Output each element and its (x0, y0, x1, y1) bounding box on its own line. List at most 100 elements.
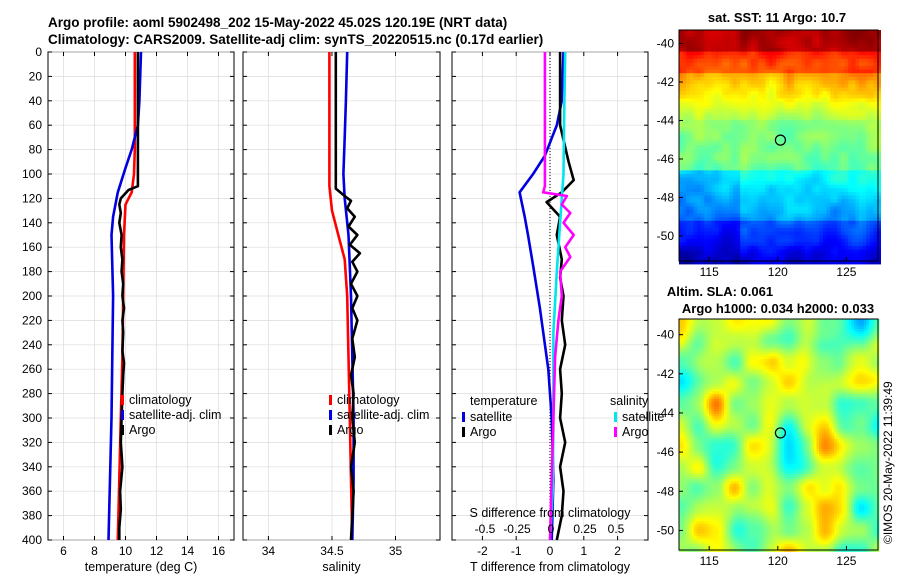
sla-map-pixel (861, 336, 865, 340)
sst-map-pixel (862, 184, 867, 189)
sst-map-pixel (743, 51, 748, 56)
sst-map-pixel (725, 116, 730, 121)
sst-map-pixel (700, 156, 705, 160)
sst-map-pixel (787, 30, 791, 34)
sst-map-pixel (787, 84, 791, 88)
sst-map-pixel (733, 199, 737, 204)
sst-map-pixel (733, 62, 737, 67)
sst-map-pixel (754, 192, 759, 196)
sla-map-pixel (789, 331, 792, 335)
sst-map-pixel (794, 217, 799, 222)
sst-map-pixel (765, 141, 770, 146)
sst-map-pixel (815, 199, 820, 204)
sst-map-pixel (707, 202, 712, 207)
sla-map-pixel (729, 334, 732, 337)
sst-map-pixel (859, 48, 863, 52)
sst-map-pixel (689, 102, 694, 106)
sst-map-pixel (765, 249, 770, 254)
sla-map-pixel (829, 324, 832, 327)
sst-map-pixel (877, 134, 881, 139)
sla-map-pixel (854, 321, 857, 325)
sla-map-pixel (741, 331, 745, 335)
sst-map-pixel (769, 105, 773, 110)
sst-map-pixel (819, 145, 824, 150)
sst-map-pixel (873, 213, 878, 218)
sst-map-pixel (689, 249, 694, 254)
sla-map-pixel (851, 334, 855, 337)
sst-map-pixel (794, 148, 799, 153)
sst-map-pixel (873, 37, 878, 42)
sst-map-pixel (747, 260, 752, 265)
sst-map-pixel (769, 30, 773, 34)
sst-map-pixel (823, 44, 827, 49)
sst-map-pixel (715, 37, 719, 42)
sst-map-pixel (866, 228, 871, 232)
sla-map-pixel (746, 326, 750, 330)
sst-map-pixel (797, 73, 802, 78)
sst-map-pixel (776, 192, 781, 196)
sst-map-pixel (815, 84, 820, 88)
sst-map-pixel (873, 148, 878, 153)
sst-map-pixel (801, 120, 806, 124)
sla-map-pixel (814, 344, 817, 347)
sst-map-pixel (823, 213, 827, 218)
sst-map-pixel (862, 220, 867, 225)
sst-map-pixel (679, 109, 683, 114)
sst-map-pixel (779, 33, 784, 38)
sst-map-pixel (823, 51, 827, 56)
sla-map-pixel (821, 349, 825, 352)
sla-map-pixel (829, 339, 832, 342)
salinity-difference-tick-label: -0.5 (475, 522, 496, 536)
sst-map-pixel (758, 37, 763, 42)
sst-map-pixel (815, 91, 820, 96)
sla-map-pixel (831, 326, 835, 330)
sst-map-pixel (797, 163, 802, 168)
sla-map-pixel (711, 339, 715, 342)
sst-map-pixel (758, 123, 763, 128)
sst-map-pixel (693, 224, 698, 229)
sst-map-pixel (837, 84, 842, 88)
sst-map-pixel (844, 231, 849, 236)
sst-map-pixel (679, 98, 683, 103)
sst-map-pixel (729, 260, 734, 265)
sla-map-title-line1: Altim. SLA: 0.061 (667, 284, 773, 299)
sst-map-pixel (700, 242, 705, 247)
sst-map-pixel (679, 213, 683, 218)
sla-map-pixel (726, 329, 730, 332)
sst-map-pixel (823, 112, 827, 117)
sst-map-pixel (787, 62, 791, 67)
sst-map-pixel (769, 69, 773, 74)
sla-map-pixel (816, 331, 820, 335)
sst-map-pixel (794, 40, 799, 45)
sst-map-pixel (801, 159, 806, 164)
sst-map-pixel (715, 138, 719, 142)
sst-map-pixel (776, 235, 781, 240)
sla-map-pixel (706, 319, 710, 322)
sst-map-pixel (686, 156, 691, 160)
sst-map-pixel (787, 220, 791, 225)
sst-map-pixel (711, 192, 716, 196)
sst-map-pixel (743, 44, 748, 49)
sst-map-pixel (844, 94, 849, 99)
sla-map-pixel (856, 336, 860, 340)
sst-map-pixel (693, 120, 698, 124)
sla-map-pixel (794, 326, 797, 330)
sla-map-pixel (776, 324, 780, 327)
sst-map-pixel (877, 220, 881, 225)
sla-map-pixel (839, 336, 842, 340)
sst-map-pixel (877, 62, 881, 67)
sst-map-pixel (805, 87, 809, 92)
sla-map-pixel (801, 334, 805, 337)
sst-map-pixel (700, 33, 705, 38)
sst-map-pixel (812, 242, 817, 247)
sla-map-pixel (704, 319, 707, 322)
sst-map-pixel (733, 30, 737, 34)
sst-map-pixel (797, 91, 802, 96)
temperature-legend-label: climatology (129, 393, 192, 407)
sla-map-pixel (704, 344, 707, 347)
sla-map-pixel (714, 334, 717, 337)
sst-map-pixel (722, 166, 727, 171)
sst-map-pixel (841, 109, 845, 114)
sst-map-pixel (808, 145, 813, 150)
sla-map-pixel (751, 344, 755, 347)
